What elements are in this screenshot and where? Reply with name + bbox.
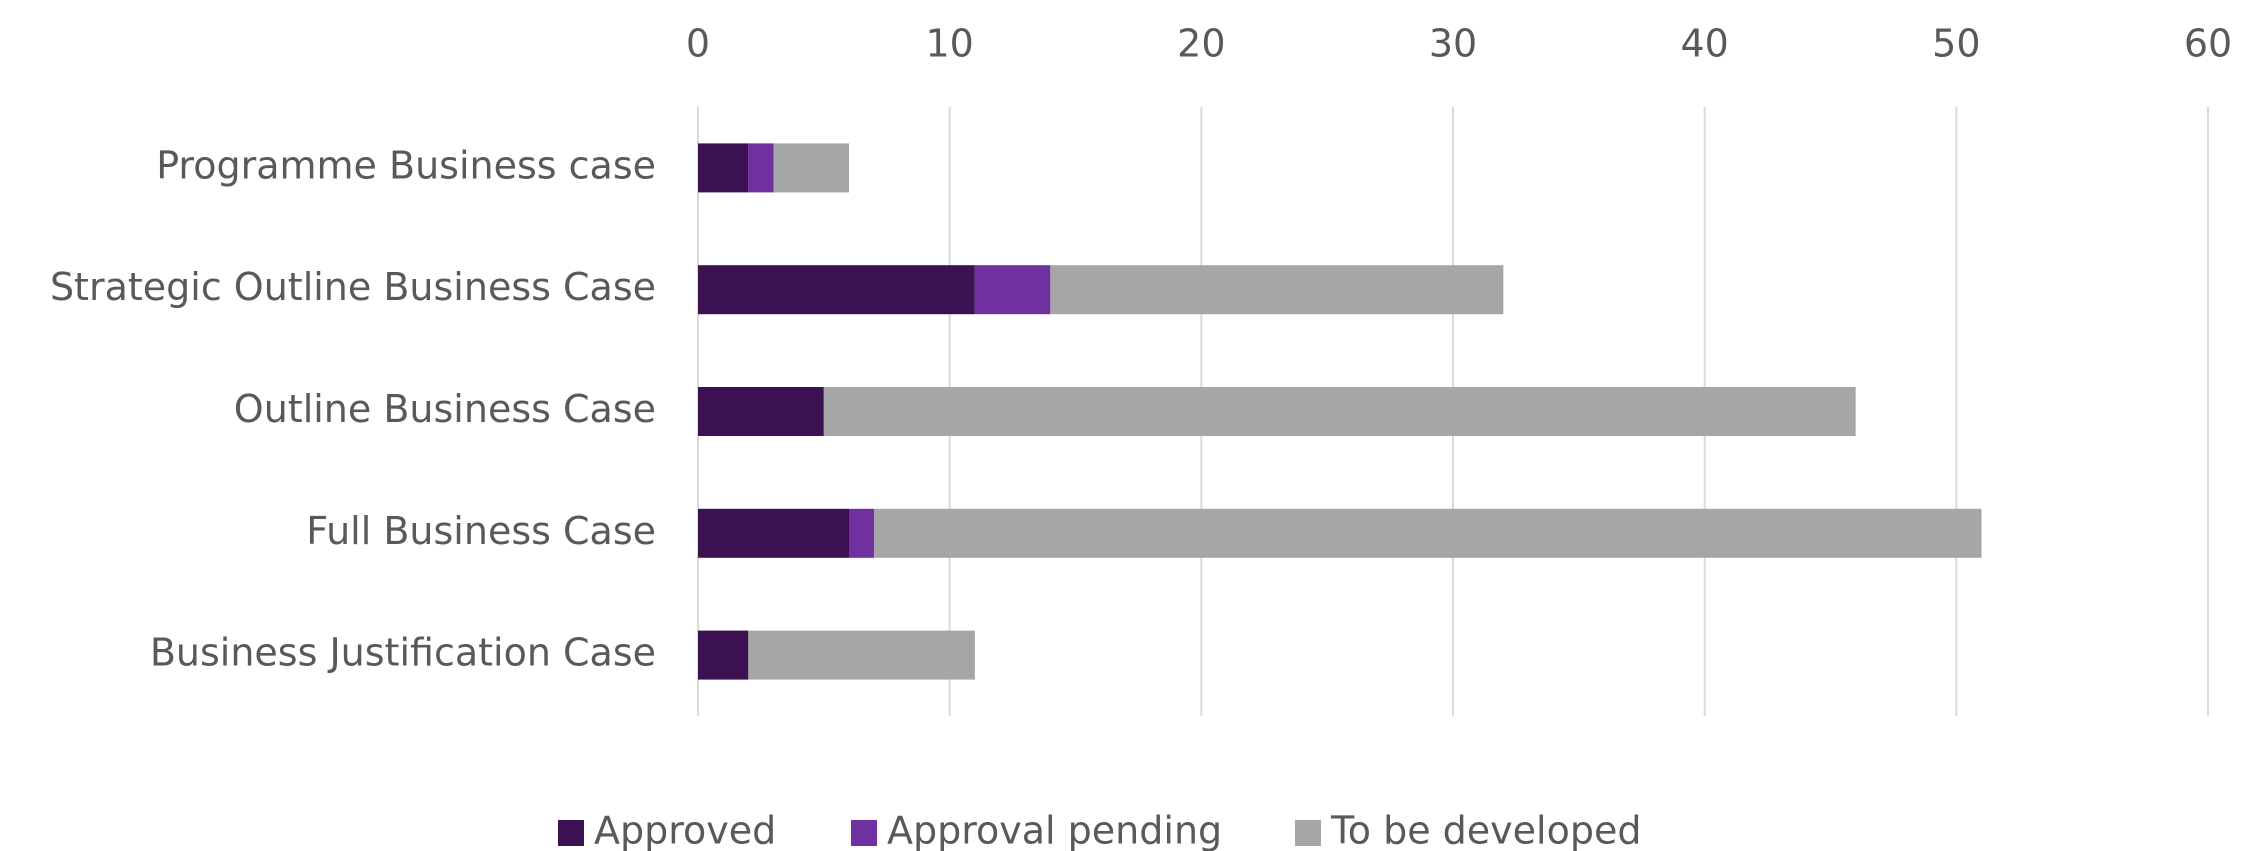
legend-label: To be developed: [1330, 809, 1641, 851]
bar-segment: [823, 387, 1856, 436]
x-tick-label: 30: [1429, 22, 1477, 66]
bar-segment: [1050, 265, 1504, 315]
bar-segment: [698, 630, 749, 680]
legend-swatch: [1295, 820, 1321, 846]
legend-swatch: [851, 820, 877, 846]
x-tick-label: 20: [1177, 22, 1225, 66]
x-tick-label: 0: [686, 22, 710, 66]
y-tick-label: Business Justification Case: [150, 631, 656, 675]
bar-segment: [698, 508, 849, 558]
x-tick-label: 60: [2184, 22, 2232, 66]
bar-segment: [698, 387, 824, 436]
x-tick-label: 10: [925, 22, 973, 66]
y-tick-label: Full Business Case: [306, 509, 656, 553]
legend-swatch: [558, 820, 584, 846]
x-tick-label: 40: [1680, 22, 1728, 66]
bar-segment: [748, 143, 774, 193]
bar-segment: [974, 265, 1051, 315]
bar-segment: [698, 143, 749, 193]
bar-segment: [748, 630, 975, 680]
legend-label: Approved: [594, 809, 776, 851]
y-tick-label: Outline Business Case: [234, 387, 656, 431]
bar-segment: [849, 508, 875, 558]
bar-segment: [698, 265, 975, 315]
legend-label: Approval pending: [887, 809, 1222, 851]
x-tick-label: 50: [1932, 22, 1980, 66]
y-tick-label: Programme Business case: [156, 143, 656, 187]
bar-segment: [874, 508, 1982, 558]
y-tick-label: Strategic Outline Business Case: [50, 265, 656, 309]
bar-segment: [773, 143, 849, 193]
